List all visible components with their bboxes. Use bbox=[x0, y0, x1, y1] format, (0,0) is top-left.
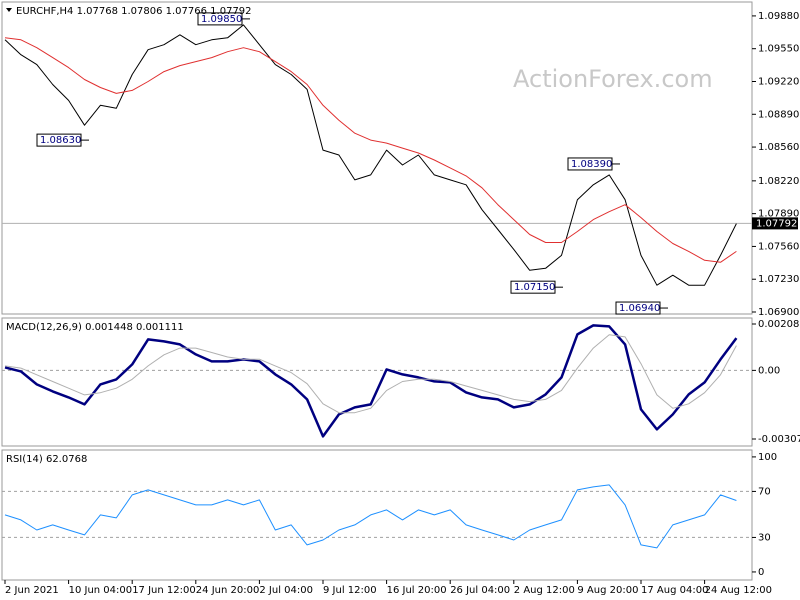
annotation-label: 1.07150 bbox=[514, 282, 555, 293]
panel-title: MACD(12,26,9) 0.001448 0.001111 bbox=[6, 322, 184, 333]
annotation-box bbox=[197, 12, 243, 26]
last-price-label: 1.07792 bbox=[756, 218, 797, 229]
x-tick-label: 9 Jul 12:00 bbox=[323, 585, 377, 596]
panel-title: EURCHF,H4 1.07768 1.07806 1.07766 1.0779… bbox=[16, 6, 252, 17]
y-tick-label: 1.07230 bbox=[758, 274, 799, 285]
y-tick-label: 1.08220 bbox=[758, 176, 799, 187]
menu-triangle bbox=[6, 8, 12, 12]
y-tick-label: 1.06900 bbox=[758, 307, 799, 318]
annotation-label: 1.08630 bbox=[40, 135, 81, 146]
y-tick-label: 100 bbox=[758, 452, 777, 463]
panel-title: RSI(14) 62.0768 bbox=[6, 454, 87, 465]
annotation-label: 1.09850 bbox=[201, 14, 242, 25]
x-tick-label: 10 Jun 04:00 bbox=[69, 585, 133, 596]
panel bbox=[1, 1, 753, 315]
panel bbox=[1, 317, 753, 447]
annotation-label: 1.06940 bbox=[619, 303, 660, 314]
annotation-box bbox=[36, 133, 82, 147]
y-tick-label: -0.003079 bbox=[758, 434, 800, 445]
annotation-label: 1.08390 bbox=[571, 159, 612, 170]
series-line bbox=[4, 334, 737, 414]
series-line bbox=[4, 484, 737, 549]
last-price-box bbox=[752, 217, 798, 230]
x-tick-label: 16 Jul 20:00 bbox=[387, 585, 447, 596]
series-line bbox=[4, 24, 737, 286]
series-line bbox=[4, 324, 738, 438]
y-tick-label: 1.07890 bbox=[758, 209, 799, 220]
x-tick-label: 24 Jun 20:00 bbox=[196, 585, 260, 596]
annotation-box bbox=[615, 301, 661, 315]
y-tick-label: 1.09550 bbox=[758, 44, 799, 55]
x-tick-label: 17 Aug 04:00 bbox=[641, 585, 708, 596]
x-tick-label: 9 Aug 20:00 bbox=[577, 585, 638, 596]
x-tick-label: 26 Jul 04:00 bbox=[450, 585, 510, 596]
y-tick-label: 1.08560 bbox=[758, 142, 799, 153]
y-tick-label: 1.07560 bbox=[758, 241, 799, 252]
x-tick-label: 2 Jun 2021 bbox=[5, 585, 59, 596]
watermark: ActionForex.com bbox=[513, 65, 713, 93]
panel bbox=[1, 449, 753, 581]
y-tick-label: 0 bbox=[758, 567, 764, 578]
annotation-box bbox=[567, 157, 613, 171]
y-tick-label: 70 bbox=[758, 486, 771, 497]
x-tick-label: 2 Aug 12:00 bbox=[514, 585, 575, 596]
y-tick-label: 0.002081 bbox=[758, 319, 800, 330]
y-tick-label: 1.08890 bbox=[758, 109, 799, 120]
x-tick-label: 2 Jul 04:00 bbox=[259, 585, 313, 596]
series-line bbox=[4, 37, 737, 263]
y-tick-label: 1.09220 bbox=[758, 76, 799, 87]
y-tick-label: 1.09880 bbox=[758, 11, 799, 22]
annotation-box bbox=[510, 280, 556, 294]
y-tick-label: 30 bbox=[758, 532, 771, 543]
y-tick-label: 0.00 bbox=[758, 365, 780, 376]
x-tick-label: 17 Jun 12:00 bbox=[132, 585, 196, 596]
x-tick-label: 24 Aug 12:00 bbox=[705, 585, 772, 596]
